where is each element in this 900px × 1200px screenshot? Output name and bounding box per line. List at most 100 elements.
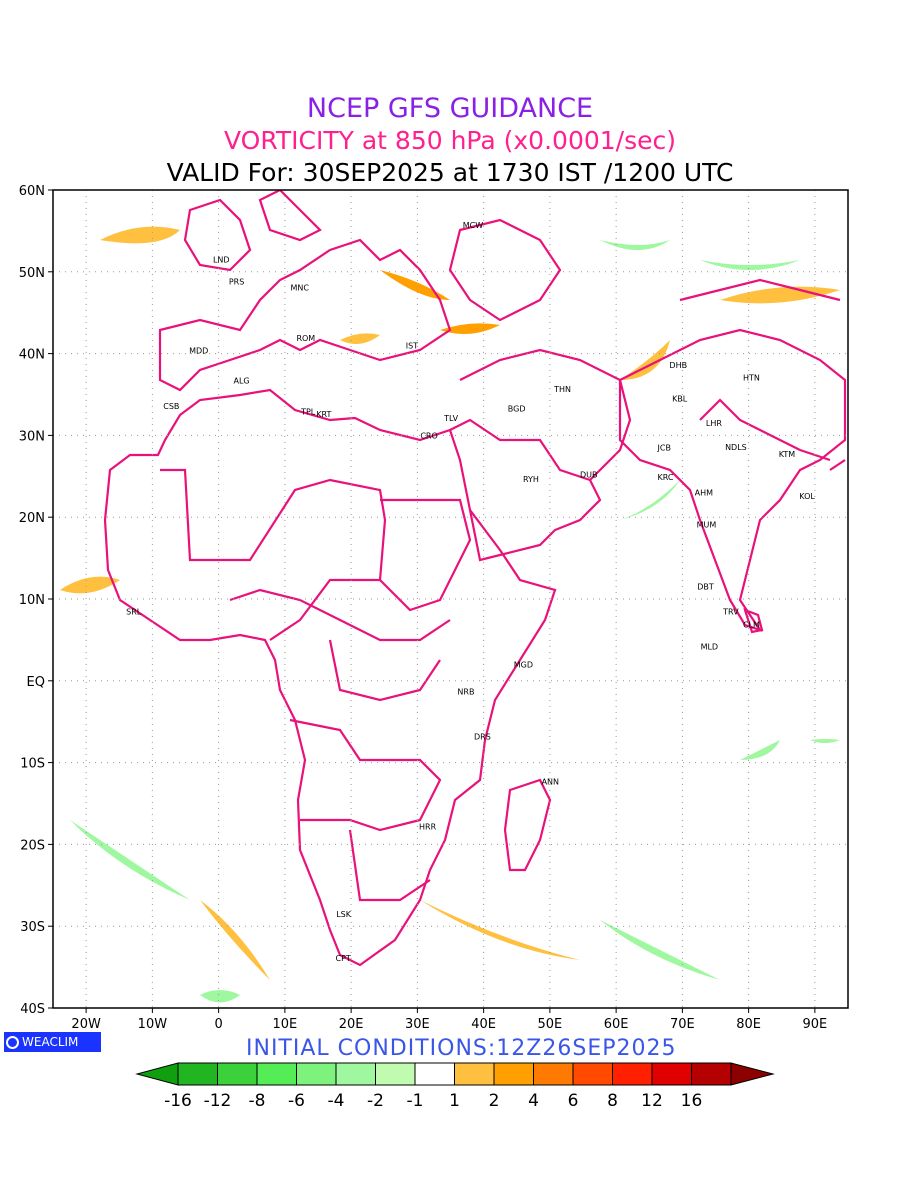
city-label: CPT xyxy=(336,954,351,963)
city-label: KTM xyxy=(779,450,796,459)
city-label: DUB xyxy=(580,471,598,480)
grid-lines xyxy=(53,190,848,1008)
city-label: MDD xyxy=(189,346,208,355)
city-label: CRO xyxy=(420,431,437,440)
colorbar-segment xyxy=(493,1062,534,1086)
colorbar-label: -4 xyxy=(328,1091,345,1111)
latitude-labels: 60N 50N 40N 30N 20N 10N EQ 10S 20S 30S 40S xyxy=(19,184,53,1017)
latitude-label: 60N xyxy=(19,184,45,199)
latitude-label: 20N xyxy=(19,511,45,526)
colorbar-segment xyxy=(651,1062,692,1086)
colorbar: -16 -12 -8 -6 -4 -2 -1 1 2 4 6 8 12 16 xyxy=(135,1062,775,1111)
city-label: ANN xyxy=(542,777,559,786)
city-label: MGD xyxy=(514,660,533,669)
city-label: MNC xyxy=(290,283,309,292)
country-boundaries xyxy=(103,190,847,967)
longitude-labels: 20W 10W 0 10E 20E 30E 40E 50E 60E 70E 80E 90E xyxy=(71,1008,827,1032)
colorbar-segment xyxy=(335,1062,376,1086)
city-label: KOL xyxy=(799,492,815,501)
city-label: ALG xyxy=(234,377,250,386)
colorbar-segment xyxy=(177,1062,218,1086)
colorbar-segment xyxy=(256,1062,297,1086)
longitude-label: 10W xyxy=(138,1017,168,1032)
latitude-label: 40N xyxy=(19,348,45,363)
city-label: THN xyxy=(553,385,571,394)
latitude-label: 50N xyxy=(19,266,45,281)
colorbar-label: -16 xyxy=(164,1091,192,1111)
longitude-label: 80E xyxy=(736,1017,761,1032)
initial-conditions-label: INITIAL CONDITIONS:12Z26SEP2025 xyxy=(246,1036,677,1061)
longitude-label: 20W xyxy=(71,1017,101,1032)
city-label: ROM xyxy=(296,334,315,343)
city-label: KBL xyxy=(672,395,688,404)
city-label: KRC xyxy=(658,473,674,482)
city-label: RYH xyxy=(523,475,539,484)
city-labels: MCW LND PRS MNC ROM MDD IST ALG CSB TPL KRT TLV CRO B… xyxy=(126,221,815,963)
chart-title-model: NCEP GFS GUIDANCE xyxy=(306,93,594,124)
city-label: MUM xyxy=(697,521,717,530)
colorbar-label: 1 xyxy=(449,1091,460,1111)
latitude-label: 40S xyxy=(20,1002,45,1017)
city-label: AHM xyxy=(695,489,713,498)
longitude-label: 20E xyxy=(339,1017,364,1032)
colorbar-label: -2 xyxy=(367,1091,384,1111)
city-label: CLM xyxy=(743,620,760,629)
logo-text: WEACLIM xyxy=(22,1035,79,1049)
city-label: DRS xyxy=(474,732,491,741)
city-label: JCB xyxy=(657,444,671,453)
city-label: LHR xyxy=(706,419,722,428)
longitude-label: 40E xyxy=(471,1017,496,1032)
city-label: PRS xyxy=(229,278,244,287)
colorbar-segment xyxy=(691,1062,732,1086)
city-label: LSK xyxy=(336,910,352,919)
colorbar-segment xyxy=(533,1062,574,1086)
longitude-label: 30E xyxy=(405,1017,430,1032)
longitude-label: 10E xyxy=(272,1017,297,1032)
colorbar-segment xyxy=(414,1062,455,1086)
city-label: HRR xyxy=(419,822,437,831)
chart-title-field: VORTICITY at 850 hPa (x0.0001/sec) xyxy=(223,126,676,155)
city-label: KRT xyxy=(316,410,331,419)
city-label: DHB xyxy=(669,361,687,370)
latitude-label: 30S xyxy=(20,920,45,935)
city-label: HTN xyxy=(743,373,760,382)
city-label: MCW xyxy=(463,221,483,230)
latitude-label: 10S xyxy=(20,757,45,772)
longitude-label: 0 xyxy=(214,1017,222,1032)
city-label: TRV xyxy=(722,607,739,616)
city-label: TPL xyxy=(300,408,316,417)
colorbar-arrow-low xyxy=(135,1062,179,1086)
city-label: SRL xyxy=(126,607,142,616)
colorbar-label: -6 xyxy=(288,1091,305,1111)
chart-title-valid-time: VALID For: 30SEP2025 at 1730 IST /1200 U… xyxy=(166,158,734,187)
latitude-label: EQ xyxy=(27,675,45,690)
colorbar-segment xyxy=(375,1062,416,1086)
colorbar-segment xyxy=(612,1062,653,1086)
colorbar-label: -8 xyxy=(249,1091,266,1111)
city-label: IST xyxy=(406,341,418,350)
colorbar-segment xyxy=(572,1062,613,1086)
city-label: NDLS xyxy=(725,443,747,452)
colorbar-label: -12 xyxy=(204,1091,232,1111)
longitude-label: 70E xyxy=(670,1017,695,1032)
longitude-label: 60E xyxy=(604,1017,629,1032)
city-label: TLV xyxy=(443,414,458,423)
city-label: DBT xyxy=(697,583,714,592)
city-label: CSB xyxy=(163,402,179,411)
city-label: BGD xyxy=(508,404,526,413)
longitude-label: 50E xyxy=(537,1017,562,1032)
city-label: LND xyxy=(213,256,230,265)
latitude-label: 20S xyxy=(20,838,45,853)
weaclim-logo: WEACLIM xyxy=(4,1032,101,1052)
colorbar-label: 8 xyxy=(607,1091,618,1111)
colorbar-segment xyxy=(454,1062,495,1086)
city-label: NRB xyxy=(457,687,474,696)
colorbar-label: 12 xyxy=(641,1091,663,1111)
latitude-label: 10N xyxy=(19,593,45,608)
longitude-label: 90E xyxy=(802,1017,827,1032)
colorbar-segment xyxy=(296,1062,337,1086)
colorbar-label: 4 xyxy=(528,1091,539,1111)
colorbar-label: 16 xyxy=(681,1091,703,1111)
colorbar-label: 6 xyxy=(568,1091,579,1111)
